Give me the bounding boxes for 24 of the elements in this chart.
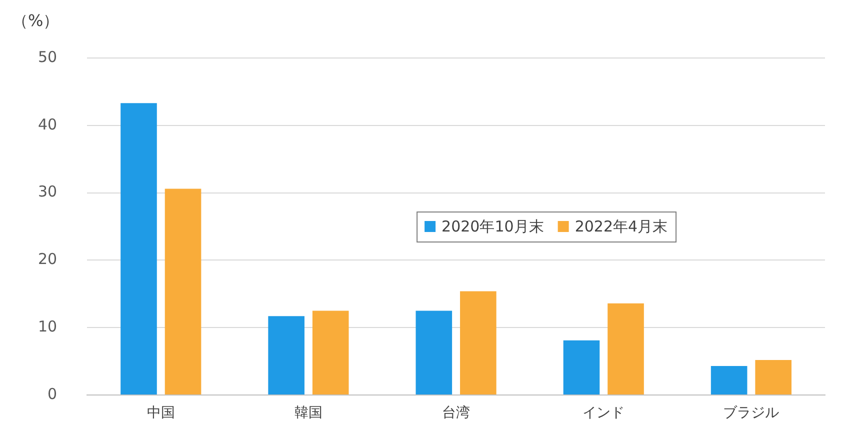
bar (416, 310, 452, 394)
y-axis-title: （%） (12, 11, 60, 30)
x-tick-label: 韓国 (294, 405, 322, 422)
y-tick-label: 0 (48, 384, 58, 403)
y-tick-label: 30 (38, 182, 58, 201)
x-tick-label: 台湾 (442, 405, 470, 422)
legend-label: 2020年10月末 (442, 217, 544, 236)
bar (710, 366, 748, 394)
bar (755, 360, 792, 394)
bar (120, 103, 157, 394)
x-tick-label: インド (582, 405, 625, 422)
y-tick-label: 20 (38, 250, 58, 268)
bar (164, 188, 202, 394)
bar (460, 291, 496, 394)
y-tick-label: 10 (38, 317, 58, 336)
bar (312, 310, 349, 394)
y-tick-label: 50 (38, 48, 58, 66)
bar (563, 340, 600, 394)
x-tick-label: 中国 (146, 405, 175, 422)
y-tick-label: 40 (38, 115, 58, 134)
bar (608, 303, 644, 394)
legend-label: 2022年4月末 (574, 217, 668, 236)
bar (268, 316, 304, 394)
x-tick-label: ブラジル (723, 405, 780, 422)
